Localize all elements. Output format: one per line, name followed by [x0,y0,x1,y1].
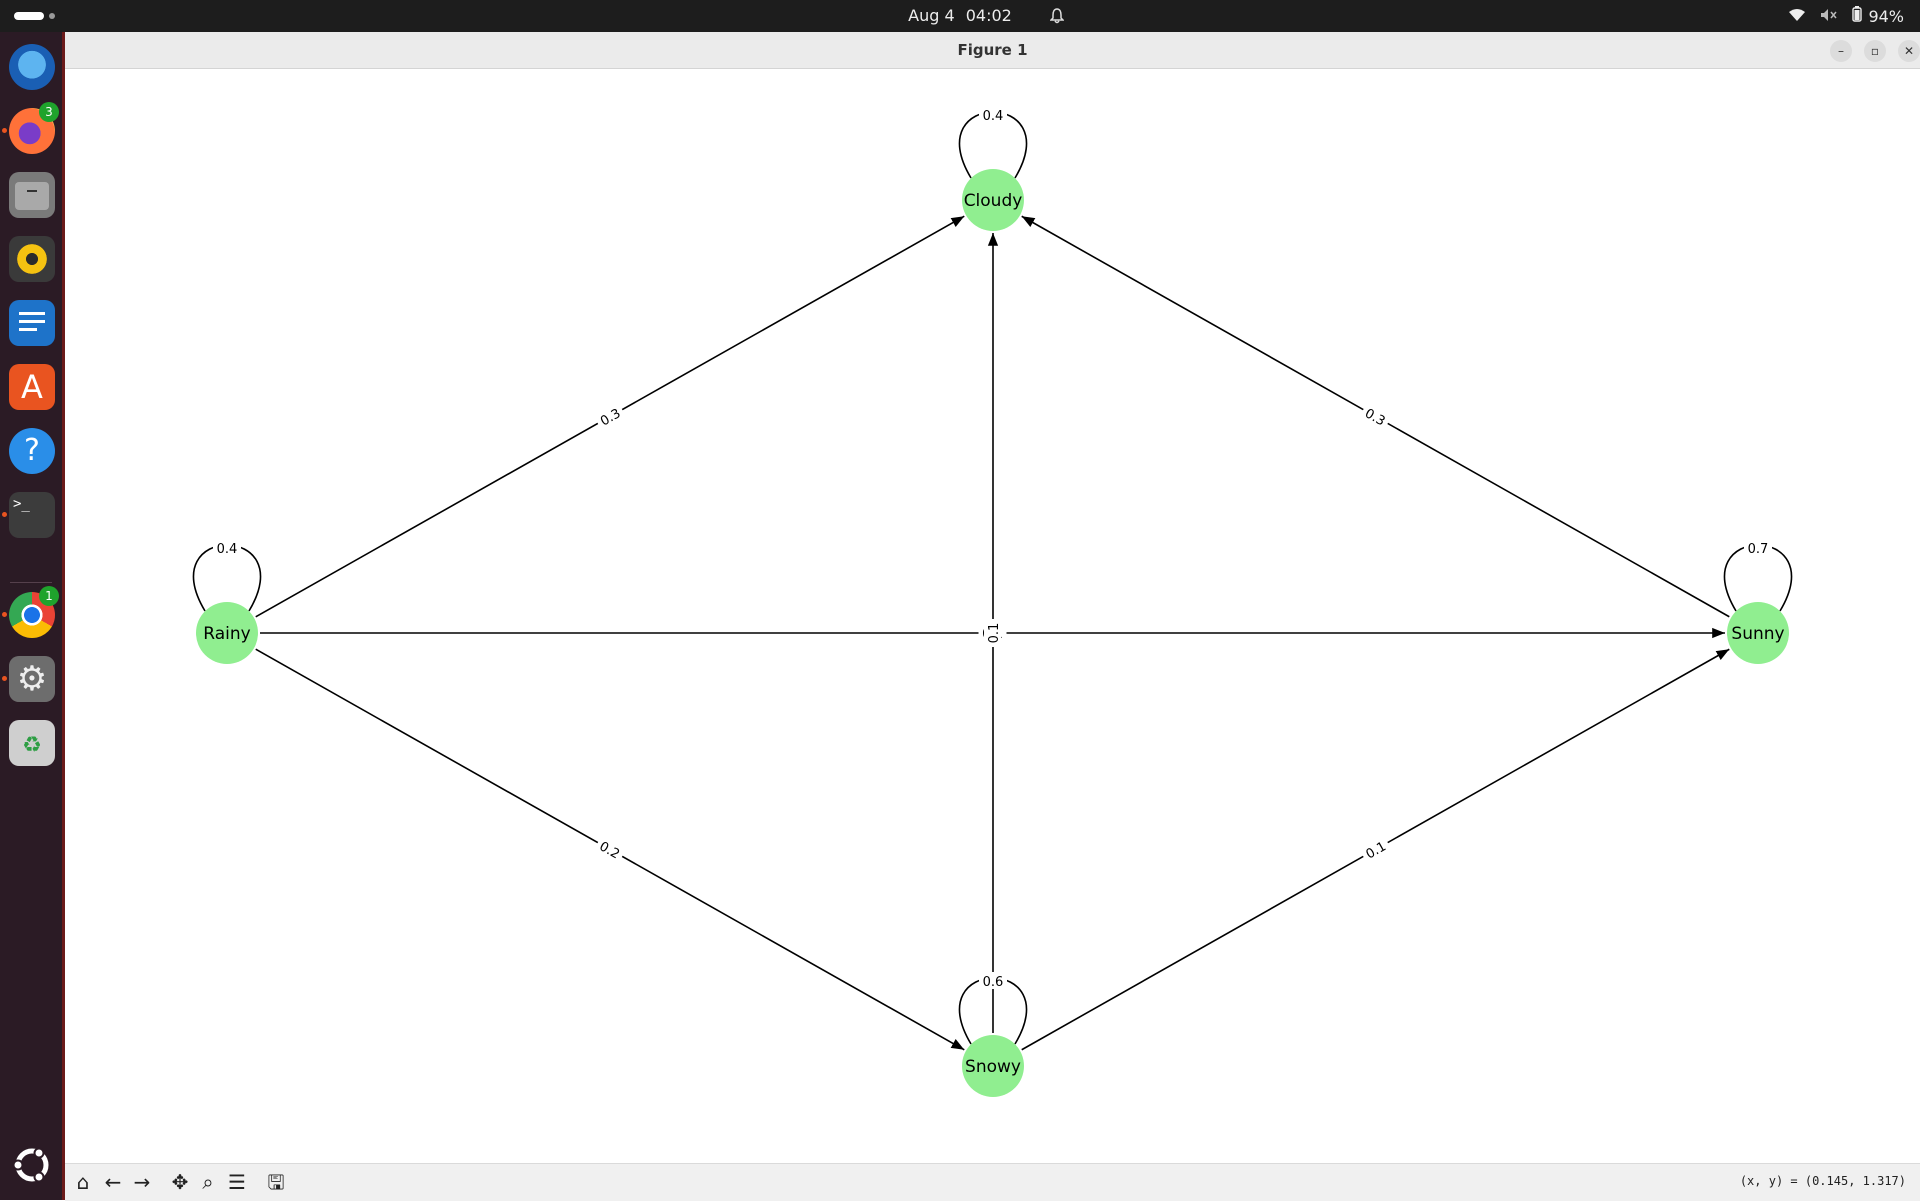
node-label-snowy: Snowy [965,1057,1021,1077]
edge-label-group: 0.3 [1359,401,1393,431]
wifi-icon [1788,7,1806,26]
edge-label-background [979,972,1007,989]
edge-label-snowy-snowy: 0.6 [983,975,1004,990]
edge-label-background [593,834,627,864]
top-bar: Aug 4 04:02 94% [0,0,1920,32]
system-tray[interactable]: 94% [1788,6,1904,26]
cursor-coordinates: (x, y) = (0.145, 1.317) [1739,1174,1906,1188]
save-figure-icon[interactable]: 🖫 [267,1170,285,1194]
terminal-icon: >_ [9,492,55,538]
chrome-launcher[interactable]: 1 [2,586,59,638]
minimize-button[interactable]: – [1830,40,1852,62]
maximize-button[interactable]: ▫ [1864,40,1886,62]
edge-label-background [593,401,627,431]
gear-icon: ⚙ [9,656,55,702]
ubuntu-apps-icon [9,1142,55,1188]
plot-toolbar: ⌂ ← → ✥ ⌕ ☰ 🖫 (x, y) = (0.145, 1.317) [65,1163,1920,1201]
node-rainy [196,602,258,664]
chrome-badge: 1 [39,586,59,606]
thunderbird-launcher[interactable] [9,44,55,90]
window-titlebar[interactable]: Figure 1 – ▫ ✕ [65,32,1920,69]
edge-label-cloudy-cloudy: 0.4 [983,109,1004,124]
app-center-icon: A [9,364,55,410]
running-indicator [2,128,7,133]
node-label-cloudy: Cloudy [964,191,1023,211]
running-indicator [2,612,7,617]
running-indicator [2,676,7,681]
node-snowy [962,1035,1024,1097]
home-icon[interactable]: ⌂ [76,1170,90,1194]
node-label-rainy: Rainy [203,624,250,644]
settings-launcher[interactable]: ⚙ [2,656,55,702]
edge-label-rainy-rainy: 0.4 [217,542,238,557]
trash-launcher[interactable]: ♻ [9,720,55,766]
thunderbird-icon [9,44,55,90]
forward-arrow-icon[interactable]: → [133,1170,151,1194]
edge-label-background [979,106,1007,123]
back-arrow-icon[interactable]: ← [104,1170,122,1194]
clock-date: Aug 4 [908,6,955,25]
battery-icon [1852,6,1863,26]
edge-label-group: 0.2 [593,834,627,864]
app-center-launcher[interactable]: A [9,364,55,410]
pan-move-icon[interactable]: ✥ [171,1170,189,1194]
edge-label-background [213,539,241,556]
node-sunny [1727,602,1789,664]
clock[interactable]: Aug 4 04:02 [0,6,1920,25]
terminal-launcher[interactable]: >_ [2,492,55,538]
firefox-badge: 3 [39,102,59,122]
figure-window: Figure 1 – ▫ ✕ Cloudy Rainy Sunny Snowy 0.4… [65,32,1920,1201]
firefox-launcher[interactable]: 3 [2,102,59,154]
edge-label-group: 0.1 [984,619,1002,647]
writer-icon [9,300,55,346]
activities-button[interactable] [14,12,44,20]
bell-icon[interactable] [1049,8,1065,28]
edge-label-background [984,619,1001,647]
battery-percent: 94% [1868,6,1904,26]
window-title: Figure 1 [957,41,1028,59]
files-launcher[interactable] [9,172,55,218]
edge-label-snowy-cloudy: 0.1 [987,623,1002,644]
dock-separator [10,582,52,583]
battery-indicator: 94% [1852,6,1904,26]
dock: 3 A ? >_ 1 ⚙ ♻ [0,32,65,1200]
edge-label-background [1358,834,1392,864]
show-apps-button[interactable] [9,1142,55,1188]
edge-label-group: 0.3 [593,401,627,431]
node-label-sunny: Sunny [1731,624,1784,644]
edge-label-background [1744,539,1772,556]
zoom-magnifier-icon[interactable]: ⌕ [202,1170,214,1194]
trash-icon: ♻ [9,720,55,766]
configure-subplots-icon[interactable]: ☰ [228,1170,246,1194]
figure-canvas[interactable]: Cloudy Rainy Sunny Snowy 0.4 0.4 0.7 0.6 0.3 0.3… [65,69,1920,1163]
writer-launcher[interactable] [9,300,55,346]
help-icon: ? [9,428,55,474]
rhythmbox-launcher[interactable] [9,236,55,282]
edge-label-background [1359,401,1393,431]
edge-label-group: 0.1 [1358,834,1392,864]
node-cloudy [962,169,1024,231]
help-launcher[interactable]: ? [9,428,55,474]
graph-plot: Cloudy Rainy Sunny Snowy 0.4 0.4 0.7 0.6 0.3 0.3… [192,106,1793,1097]
close-button[interactable]: ✕ [1898,40,1920,62]
rhythmbox-icon [9,236,55,282]
edge-label-sunny-sunny: 0.7 [1748,542,1769,557]
running-indicator [2,512,7,517]
workspace-indicator [49,13,55,19]
volume-muted-icon [1820,7,1838,26]
clock-time: 04:02 [965,6,1012,25]
files-icon [9,172,55,218]
